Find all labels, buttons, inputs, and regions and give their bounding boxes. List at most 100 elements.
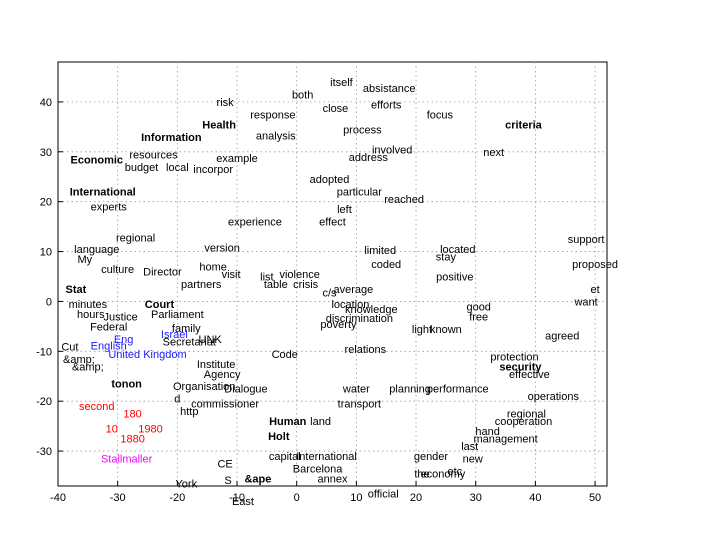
word-point: resources	[129, 149, 178, 161]
x-tick-label: -30	[110, 492, 126, 504]
word-point: Holt	[268, 431, 290, 443]
word-point: 1880	[120, 434, 144, 446]
word-point: tonon	[111, 379, 142, 391]
word-point: the	[414, 469, 429, 481]
word-point: particular	[337, 187, 383, 199]
word-point: violence	[279, 269, 319, 281]
word-point: average	[334, 284, 374, 296]
word-point: both	[292, 89, 313, 101]
word-point: hand	[475, 426, 499, 438]
word-point: local	[166, 162, 189, 174]
word-point: poverty	[320, 319, 357, 331]
word-point: minutes	[69, 299, 108, 311]
grid-lines	[58, 62, 607, 486]
word-point: effective	[509, 369, 550, 381]
word-point: management	[473, 434, 537, 446]
word-point: http	[180, 406, 198, 418]
word-point: &ape	[244, 474, 271, 486]
word-point: regional	[507, 409, 546, 421]
x-tick-label: 10	[350, 492, 362, 504]
word-point: list	[260, 271, 273, 283]
word-point: efforts	[371, 99, 402, 111]
word-point: reached	[384, 194, 424, 206]
x-tick-label: 30	[470, 492, 482, 504]
word-point: &amp;	[63, 354, 95, 366]
x-tick-label: -40	[50, 492, 66, 504]
word-point: International	[296, 451, 357, 463]
word-point: 180	[123, 409, 141, 421]
word-point: crisis	[293, 279, 319, 291]
x-tick-label: 0	[294, 492, 300, 504]
word-point: second	[79, 401, 114, 413]
word-point: Agency	[204, 369, 241, 381]
word-point: coded	[371, 259, 401, 271]
word-point: Eng	[114, 334, 134, 346]
word-point: positive	[436, 271, 473, 283]
word-point: culture	[101, 264, 134, 276]
word-point: known	[430, 324, 462, 336]
y-tick-label: -20	[36, 396, 52, 408]
word-point: good	[466, 301, 490, 313]
word-point: etc	[447, 466, 462, 478]
word-point: discrimination	[326, 313, 393, 325]
word-point: York	[175, 479, 197, 491]
y-tick-label: 40	[40, 97, 52, 109]
word-point: International	[70, 187, 136, 199]
word-point: Secretariat	[163, 336, 216, 348]
x-tick-label: -20	[169, 492, 185, 504]
word-point: left	[337, 204, 352, 216]
x-tick-label: 40	[529, 492, 541, 504]
word-point: water	[342, 384, 370, 396]
word-point: United Kingdom	[108, 349, 186, 361]
word-point: language	[74, 244, 119, 256]
word-point: economy	[421, 469, 466, 481]
word-point: proposed	[572, 259, 618, 271]
word-point: light	[412, 324, 432, 336]
word-point: My	[78, 254, 93, 266]
word-point: protection	[490, 351, 538, 363]
word-point: process	[343, 124, 382, 136]
word-point: Code	[272, 349, 298, 361]
y-tick-label: 0	[46, 296, 52, 308]
y-tick-label: -10	[36, 346, 52, 358]
word-point: budget	[125, 162, 159, 174]
word-point: official	[368, 488, 399, 500]
word-point: Dialogue	[224, 384, 267, 396]
word-point: transport	[338, 399, 381, 411]
word-point: gender	[414, 451, 449, 463]
word-point: free	[469, 311, 488, 323]
word-point: hours	[77, 309, 105, 321]
word-point: next	[483, 147, 504, 159]
word-point: focus	[427, 109, 454, 121]
word-point: last	[461, 441, 478, 453]
word-point: land	[310, 416, 331, 428]
y-tick-label: -30	[36, 446, 52, 458]
word-point: capital	[269, 451, 301, 463]
word-point: Parliament	[151, 309, 204, 321]
word-point: 10	[106, 424, 118, 436]
word-point: response	[250, 109, 295, 121]
word-point: Cut	[61, 341, 78, 353]
word-point: English	[91, 340, 127, 352]
word-point: support	[568, 234, 605, 246]
word-point: located	[440, 244, 475, 256]
word-point: cooperation	[495, 416, 553, 428]
word-point: d	[174, 394, 180, 406]
word-point: absistance	[363, 83, 416, 95]
word-point: Federal	[90, 321, 127, 333]
word-point: relations	[345, 344, 387, 356]
word-point: performance	[427, 384, 489, 396]
x-tick-label: 50	[589, 492, 601, 504]
word-point: Organisation	[173, 381, 235, 393]
word-point: Israel	[161, 329, 188, 341]
word-point: Health	[202, 119, 236, 131]
x-tick-label: -10	[229, 492, 245, 504]
word-point: itself	[330, 77, 354, 89]
x-tick-label: 20	[410, 492, 422, 504]
word-point: Human	[269, 416, 307, 428]
word-point: annex	[318, 474, 348, 486]
word-point: risk	[217, 97, 235, 109]
word-point: Economic	[70, 154, 123, 166]
word-point: home	[199, 262, 227, 274]
